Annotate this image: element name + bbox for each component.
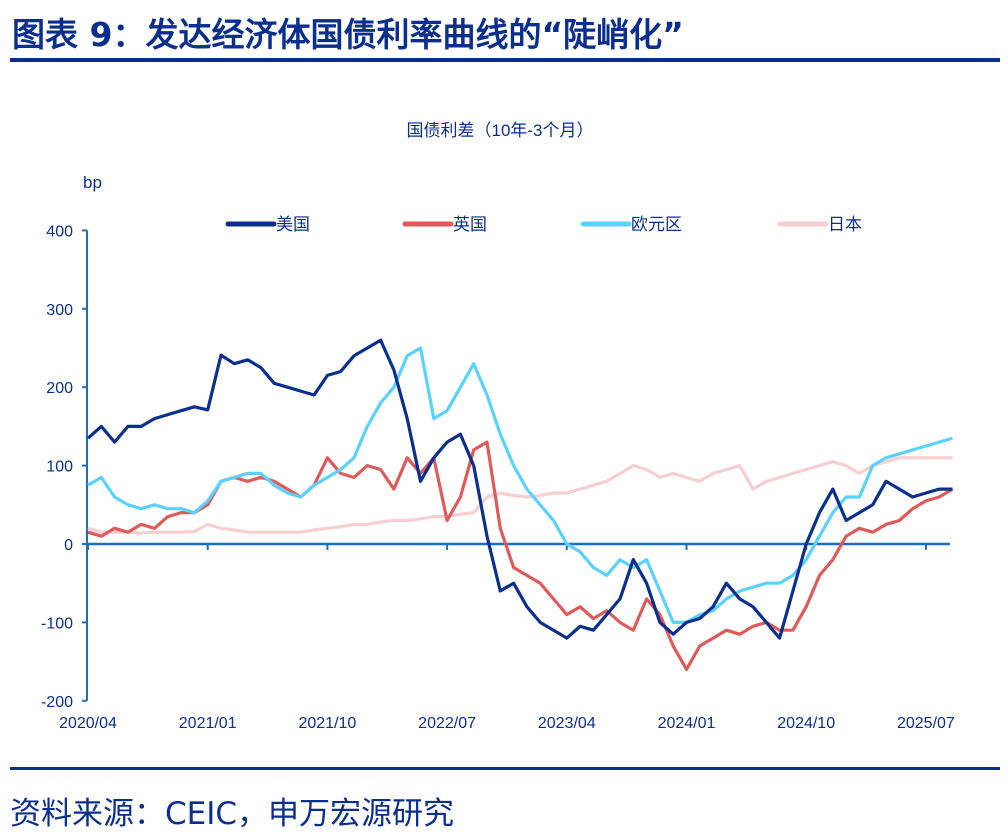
y-tick-label: 100: [46, 459, 73, 476]
y-tick-label: 200: [46, 380, 73, 397]
series-line-0: [86, 338, 953, 640]
y-tick-label: 0: [64, 537, 73, 554]
series-lines: [86, 338, 954, 671]
x-tick-label: 2020/04: [59, 715, 117, 732]
title-rule: [10, 58, 1000, 62]
series-line-3: [87, 456, 953, 535]
y-tick-label: -100: [41, 615, 73, 632]
x-tick-label: 2023/04: [538, 715, 596, 732]
x-tick-label: 2024/10: [777, 715, 835, 732]
x-tick-label: 2024/01: [658, 715, 716, 732]
source-note: 资料来源：CEIC，申万宏源研究: [10, 796, 455, 832]
legend-label: 欧元区: [631, 215, 682, 234]
series-line-2: [87, 346, 953, 624]
figure-title: 图表 9：发达经济体国债利率曲线的“陡峭化”: [12, 15, 684, 54]
axes: 400 300 200 100 0 -100 -200 2020/04 2021/01 2021/…: [41, 223, 955, 732]
y-axis-unit: bp: [83, 173, 102, 192]
x-tick-label: 2022/07: [418, 715, 476, 732]
legend-label: 日本: [828, 215, 862, 234]
legend-label: 英国: [453, 215, 487, 234]
footer-rule: [10, 767, 1000, 770]
x-tick-label: 2025/07: [897, 715, 955, 732]
legend: 美国 英国 欧元区 日本: [225, 215, 862, 234]
x-tick-label: 2021/01: [179, 715, 237, 732]
y-tick-label: 300: [46, 302, 73, 319]
legend-label: 美国: [276, 215, 310, 234]
y-tick-label: 400: [46, 223, 73, 240]
y-tick-label: -200: [41, 694, 73, 711]
x-tick-label: 2021/10: [298, 715, 356, 732]
chart-title: 国债利差（10年-3个月）: [406, 121, 593, 140]
